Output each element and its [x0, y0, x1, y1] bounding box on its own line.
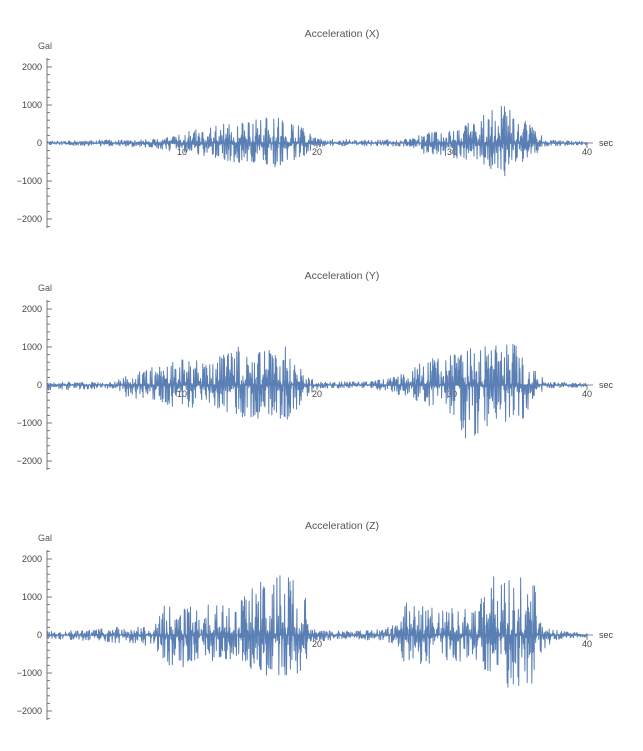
chart-title: Acceleration (X) — [305, 28, 380, 40]
chart-panel-3: Acceleration (Z) Gal 2000 1000 0 −1000 −2000 20… — [17, 520, 614, 720]
y-tick-label: 0 — [37, 380, 42, 390]
y-tick-label: 2000 — [22, 554, 42, 564]
chart-title: Acceleration (Z) — [305, 520, 379, 532]
y-axis-unit: Gal — [38, 41, 52, 51]
y-tick-label: 1000 — [22, 100, 42, 110]
x-tick-label: 40 — [582, 639, 592, 649]
x-tick-label: 20 — [312, 147, 322, 157]
x-tick-label: 20 — [312, 389, 322, 399]
x-tick-label: 20 — [312, 639, 322, 649]
y-tick-label: −2000 — [17, 456, 42, 466]
acceleration-trace — [46, 343, 588, 439]
x-axis-unit: sec — [599, 630, 614, 640]
y-tick-label: −1000 — [17, 668, 42, 678]
x-tick-label: 40 — [582, 389, 592, 399]
y-tick-label: −1000 — [17, 418, 42, 428]
chart-panel-1: Acceleration (X) Gal 2000 1000 0 −1000 −2000 10… — [17, 28, 614, 228]
acceleration-trace — [46, 575, 588, 688]
y-tick-label: −2000 — [17, 214, 42, 224]
y-tick-label: −2000 — [17, 706, 42, 716]
x-tick-label: 40 — [582, 147, 592, 157]
x-tick-label: 30 — [447, 147, 457, 157]
x-tick-label: 10 — [177, 147, 187, 157]
y-axis-unit: Gal — [38, 283, 52, 293]
x-axis-unit: sec — [599, 380, 614, 390]
chart-title: Acceleration (Y) — [305, 270, 380, 282]
y-axis-unit: Gal — [38, 533, 52, 543]
y-tick-label: −1000 — [17, 176, 42, 186]
y-tick-label: 0 — [37, 630, 42, 640]
y-tick-label: 0 — [37, 138, 42, 148]
y-tick-label: 1000 — [22, 342, 42, 352]
y-tick-label: 2000 — [22, 62, 42, 72]
x-axis-unit: sec — [599, 138, 614, 148]
acceleration-trace — [46, 105, 588, 177]
chart-panel-2: Acceleration (Y)Gal200010000−1000−200010… — [17, 270, 614, 470]
y-tick-label: 2000 — [22, 304, 42, 314]
y-tick-label: 1000 — [22, 592, 42, 602]
